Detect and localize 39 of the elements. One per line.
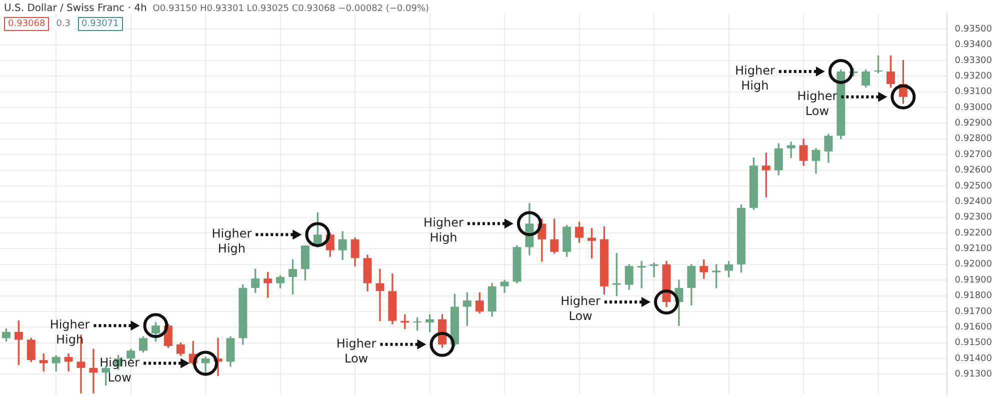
annotation: Higher Low <box>336 336 376 366</box>
candlestick <box>89 348 98 394</box>
y-tick-label: 0.91500 <box>954 338 992 348</box>
y-tick-label: 0.92200 <box>954 228 992 238</box>
y-tick-label: 0.92800 <box>954 134 992 144</box>
y-tick-label: 0.91600 <box>954 322 992 332</box>
y-tick-label: 0.91800 <box>954 291 992 302</box>
y-tick-label: 0.93000 <box>954 102 992 113</box>
y-tick-label: 0.91900 <box>954 275 992 286</box>
candlestick <box>637 260 646 288</box>
y-tick-label: 0.92100 <box>954 244 992 254</box>
candlestick <box>64 353 73 372</box>
y-tick-label: 0.92000 <box>954 260 992 270</box>
y-tick-label: 0.92600 <box>954 166 992 176</box>
candlestick <box>650 262 658 278</box>
y-tick-label: 0.91700 <box>954 306 992 317</box>
annotation: 0.93068 <box>4 17 50 31</box>
annotation: 0.93071 <box>78 17 123 31</box>
y-tick-label: 0.92400 <box>954 196 992 207</box>
chart-subtitle: O0.93150 H0.93301 L0.93025 C0.93068 −0.00082 (−0.09%) <box>152 4 430 14</box>
annotation: Higher Low <box>560 294 601 324</box>
y-tick-label: 0.93500 <box>954 24 992 34</box>
annotation: Higher High <box>424 216 464 245</box>
candlestick <box>786 142 796 158</box>
y-tick-label: 0.93200 <box>954 71 992 82</box>
candlestick <box>376 268 384 322</box>
y-tick-label: 0.92300 <box>954 212 992 223</box>
y-tick-label: 0.91400 <box>954 354 992 364</box>
y-tick-label: 0.92900 <box>954 118 992 129</box>
y-tick-label: 0.93300 <box>954 56 992 66</box>
y-tick-label: 0.92700 <box>954 150 992 160</box>
annotation: Higher High <box>212 226 252 256</box>
y-tick-label: 0.92500 <box>954 181 992 192</box>
annotation: 0.3 <box>53 18 74 30</box>
chart-title: U.S. Dollar / Swiss Franc · 4h <box>4 3 147 14</box>
y-tick-label: 0.93100 <box>954 87 992 98</box>
y-tick-label: 0.91300 <box>954 370 992 380</box>
annotation: Higher High <box>734 64 775 93</box>
y-tick-label: 0.93400 <box>954 40 992 50</box>
